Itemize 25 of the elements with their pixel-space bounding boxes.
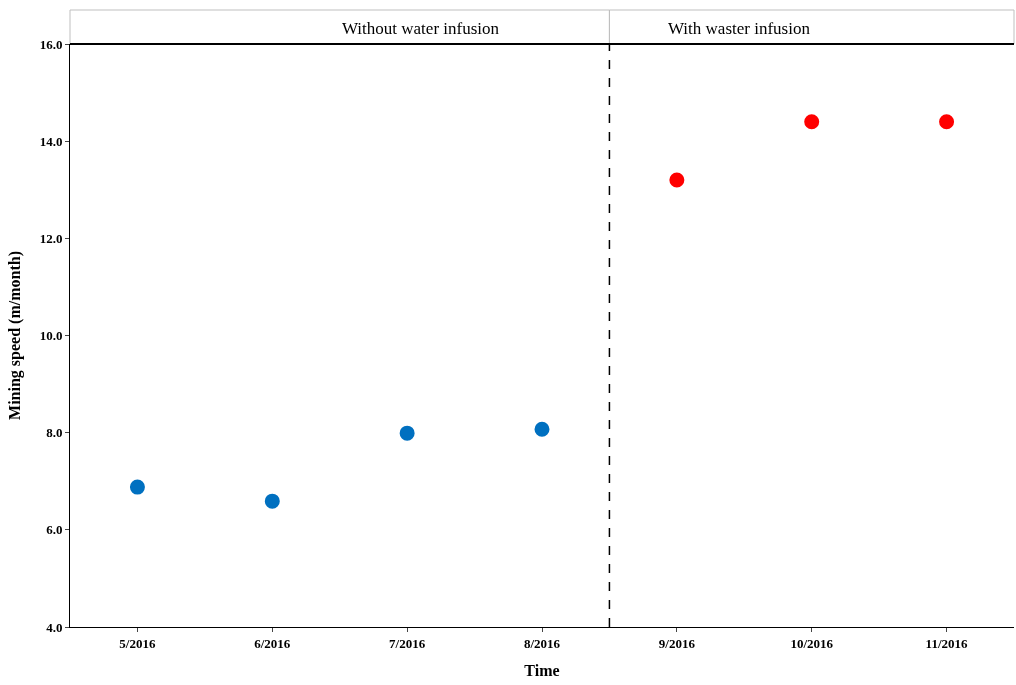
x-axis-title: Time <box>524 662 560 680</box>
point <box>262 491 282 511</box>
x-tick-label: 9/2016 <box>658 635 696 651</box>
y-tick-label: 6.0 <box>46 522 63 538</box>
point <box>802 112 822 132</box>
text: With waster infusion <box>668 19 811 38</box>
y-tick-label: 14.0 <box>39 133 63 149</box>
x-tick-label: 5/2016 <box>119 635 156 651</box>
point <box>667 170 687 190</box>
point <box>127 477 147 497</box>
x-tick-label: 8/2016 <box>523 635 561 651</box>
x-tick-label: 10/2016 <box>790 635 834 651</box>
text: Without water infusion <box>342 19 500 38</box>
point <box>532 419 552 439</box>
x-tick-label: 7/2016 <box>389 635 426 651</box>
y-tick-label: 16.0 <box>39 36 63 52</box>
y-tick-label: 8.0 <box>46 425 63 441</box>
x-tick-label: 6/2016 <box>254 635 291 651</box>
y-axis-title: Mining speed (m/month) <box>5 251 24 420</box>
x-tick-label: 11/2016 <box>925 635 969 651</box>
y-tick-label: 12.0 <box>39 230 63 246</box>
point <box>397 423 417 443</box>
point <box>937 112 957 132</box>
y-tick-label: 4.0 <box>46 619 63 635</box>
y-tick-label: 10.0 <box>39 328 63 344</box>
